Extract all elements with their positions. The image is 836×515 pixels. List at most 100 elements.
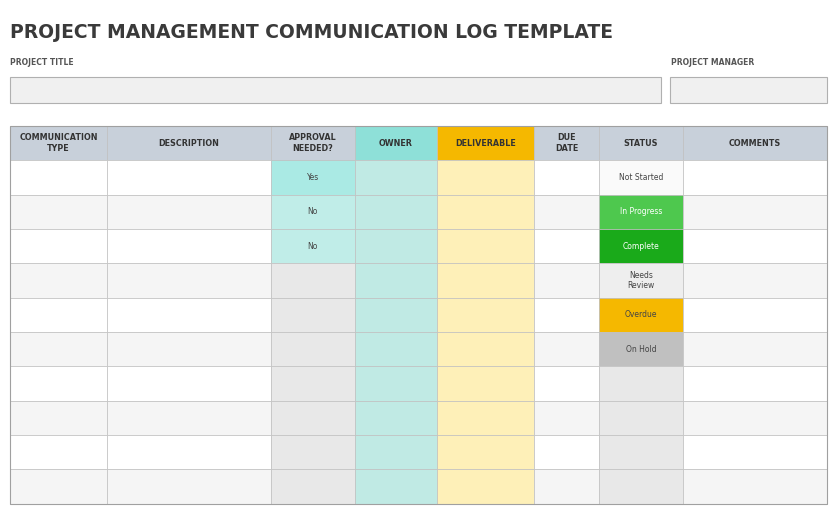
Bar — [682, 263, 826, 298]
Bar — [682, 435, 826, 469]
Bar — [270, 195, 354, 229]
Bar — [436, 298, 533, 332]
Bar — [533, 401, 599, 435]
Bar — [10, 195, 107, 229]
Text: Complete: Complete — [622, 242, 659, 250]
Bar — [354, 126, 436, 160]
Bar — [107, 366, 270, 401]
Bar — [354, 195, 436, 229]
Text: Overdue: Overdue — [624, 310, 656, 319]
Bar — [107, 229, 270, 263]
Bar — [599, 469, 682, 504]
Bar — [10, 126, 107, 160]
Bar — [270, 332, 354, 366]
Bar — [354, 366, 436, 401]
Bar — [354, 229, 436, 263]
Bar — [10, 229, 107, 263]
Text: COMMUNICATION
TYPE: COMMUNICATION TYPE — [19, 133, 98, 153]
Bar — [599, 332, 682, 366]
Bar — [533, 332, 599, 366]
Text: Not Started: Not Started — [618, 173, 662, 182]
Text: OWNER: OWNER — [379, 139, 412, 148]
Bar — [354, 435, 436, 469]
Bar — [682, 332, 826, 366]
Bar — [270, 435, 354, 469]
Bar — [599, 229, 682, 263]
Text: APPROVAL
NEEDED?: APPROVAL NEEDED? — [288, 133, 336, 153]
Text: PROJECT TITLE: PROJECT TITLE — [10, 58, 74, 67]
Bar — [533, 160, 599, 195]
Bar — [436, 469, 533, 504]
Bar — [354, 469, 436, 504]
Text: On Hold: On Hold — [624, 345, 655, 354]
Bar — [10, 77, 660, 103]
Bar — [107, 469, 270, 504]
Bar — [270, 366, 354, 401]
Bar — [10, 332, 107, 366]
Bar — [436, 263, 533, 298]
Bar — [533, 366, 599, 401]
Bar — [436, 160, 533, 195]
Bar — [436, 229, 533, 263]
Bar — [107, 263, 270, 298]
Bar — [10, 366, 107, 401]
Bar — [107, 195, 270, 229]
Bar — [107, 126, 270, 160]
Bar — [533, 298, 599, 332]
Text: In Progress: In Progress — [619, 207, 661, 216]
Bar — [107, 298, 270, 332]
Bar — [682, 126, 826, 160]
Bar — [436, 401, 533, 435]
Bar — [436, 332, 533, 366]
Bar — [354, 401, 436, 435]
Bar — [533, 195, 599, 229]
Bar — [599, 298, 682, 332]
Bar — [270, 469, 354, 504]
Bar — [599, 435, 682, 469]
Text: DESCRIPTION: DESCRIPTION — [158, 139, 219, 148]
Bar — [270, 126, 354, 160]
Bar — [533, 469, 599, 504]
Bar — [533, 263, 599, 298]
Bar — [436, 126, 533, 160]
Bar — [107, 435, 270, 469]
Bar — [10, 469, 107, 504]
Text: DUE
DATE: DUE DATE — [554, 133, 578, 153]
Bar — [270, 263, 354, 298]
Bar — [10, 126, 826, 504]
Bar — [533, 435, 599, 469]
Text: COMMENTS: COMMENTS — [728, 139, 780, 148]
Bar — [533, 229, 599, 263]
Bar — [436, 435, 533, 469]
Text: PROJECT MANAGEMENT COMMUNICATION LOG TEMPLATE: PROJECT MANAGEMENT COMMUNICATION LOG TEM… — [10, 23, 612, 42]
Text: DELIVERABLE: DELIVERABLE — [454, 139, 515, 148]
Bar — [599, 263, 682, 298]
Bar — [599, 160, 682, 195]
Bar — [599, 126, 682, 160]
Bar — [10, 298, 107, 332]
Text: STATUS: STATUS — [623, 139, 657, 148]
Bar — [682, 160, 826, 195]
Bar — [682, 401, 826, 435]
Bar — [669, 77, 826, 103]
Bar — [354, 160, 436, 195]
Bar — [270, 229, 354, 263]
Text: No: No — [307, 242, 318, 250]
Bar — [682, 469, 826, 504]
Bar — [10, 401, 107, 435]
Bar — [270, 298, 354, 332]
Bar — [682, 366, 826, 401]
Text: No: No — [307, 207, 318, 216]
Bar — [599, 401, 682, 435]
Bar — [10, 160, 107, 195]
Bar — [682, 229, 826, 263]
Bar — [10, 263, 107, 298]
Bar — [107, 401, 270, 435]
Text: PROJECT MANAGER: PROJECT MANAGER — [670, 58, 753, 67]
Bar — [599, 366, 682, 401]
Text: Yes: Yes — [306, 173, 319, 182]
Bar — [107, 160, 270, 195]
Bar — [354, 263, 436, 298]
Bar — [682, 298, 826, 332]
Bar — [10, 435, 107, 469]
